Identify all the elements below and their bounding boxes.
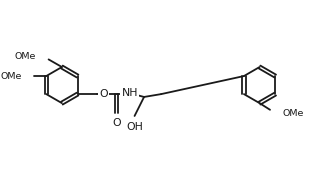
- Text: OMe: OMe: [15, 52, 36, 61]
- Text: NH: NH: [122, 88, 138, 98]
- Text: O: O: [99, 89, 108, 99]
- Text: O: O: [112, 118, 121, 128]
- Text: OH: OH: [126, 122, 143, 132]
- Text: OMe: OMe: [282, 109, 304, 118]
- Text: OMe: OMe: [0, 72, 22, 81]
